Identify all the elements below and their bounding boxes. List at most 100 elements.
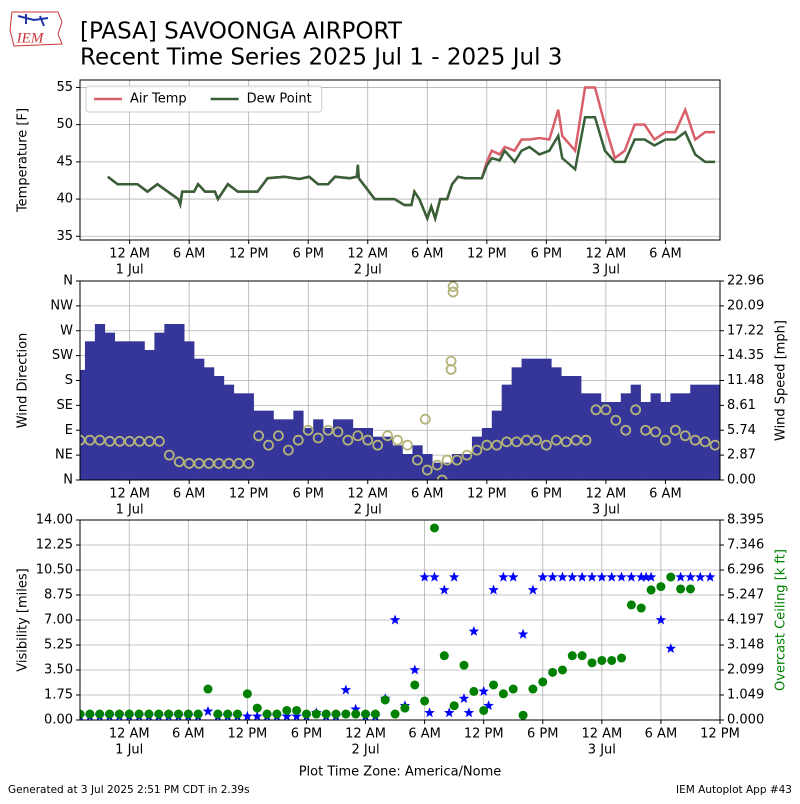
circle-marker (105, 709, 115, 719)
x-date-label: 2 Jul (351, 743, 379, 758)
x-tick-label: 12 PM (229, 247, 269, 262)
y-tick-label: N (63, 473, 73, 488)
bar (491, 410, 503, 480)
star-marker (527, 584, 539, 595)
circle-marker (80, 434, 86, 446)
circle-marker (380, 695, 390, 705)
circle-marker (640, 424, 651, 436)
bar (342, 419, 354, 480)
x-tick-label: 12 PM (464, 727, 504, 742)
bar (442, 462, 453, 480)
bar (273, 419, 284, 480)
y2-tick-label: 4.197 (727, 613, 764, 628)
bar (680, 393, 691, 480)
y2-tick-label: 14.35 (727, 348, 764, 363)
star-marker (478, 685, 489, 696)
x-tick-label: 6 PM (291, 727, 322, 742)
circle-marker (233, 709, 243, 719)
axes-frame (79, 519, 721, 721)
circle-marker (685, 584, 695, 594)
x-date-label: 3 Jul (592, 503, 620, 518)
star-marker (508, 571, 519, 582)
circle-marker (660, 434, 671, 446)
y-tick-label: 7.00 (44, 613, 73, 628)
y2-axis-label: Wind Speed [mph] (774, 320, 789, 441)
bar (571, 375, 582, 480)
circle-marker (580, 434, 592, 446)
x-date-label: 2 Jul (354, 263, 382, 278)
bar (372, 436, 383, 480)
x-tick-label: 12 AM (581, 727, 622, 742)
circle-marker (491, 439, 503, 451)
footer-left: Generated at 3 Jul 2025 2:51 PM CDT in 2… (8, 784, 250, 796)
circle-marker (243, 458, 255, 469)
circle-marker (203, 458, 215, 469)
circle-marker (610, 414, 622, 426)
plot-area (80, 523, 716, 720)
x-tick-label: 6 PM (292, 247, 323, 262)
bar (323, 427, 334, 480)
y2-tick-label: 2.099 (727, 662, 764, 677)
y-tick-label: 50 (56, 117, 73, 132)
y-axis-label: Temperature [F] (16, 108, 31, 213)
star-marker (350, 703, 361, 714)
circle-marker (436, 474, 448, 480)
bar (521, 358, 532, 480)
y2-tick-label: 11.48 (727, 373, 764, 388)
legend: Air Temp Dew Point (85, 85, 323, 113)
x-tick-label: 12 PM (467, 487, 507, 502)
x-axis-label: Plot Time Zone: America/Nome (299, 765, 502, 780)
star-marker (458, 693, 470, 704)
circle-marker (481, 439, 493, 451)
circle-marker (419, 413, 431, 425)
y-tick-label: 5.25 (44, 638, 73, 653)
y-axis-label: Visibility [miles] (16, 568, 31, 671)
axes-frame (79, 280, 721, 481)
circle-marker (600, 404, 612, 416)
bar (184, 341, 195, 480)
y2-tick-label: 8.395 (727, 513, 764, 528)
bar (600, 401, 612, 480)
x-date-label: 1 Jul (116, 263, 144, 278)
circle-marker (213, 458, 225, 469)
star-marker (448, 571, 460, 582)
circle-marker (489, 680, 499, 690)
x-tick-label: 12 AM (585, 487, 626, 502)
circle-marker (689, 434, 701, 446)
bar (660, 401, 671, 480)
bar (213, 375, 225, 480)
circle-marker (253, 430, 265, 442)
bar (104, 332, 116, 480)
title-line: Recent Time Series 2025 Jul 1 - 2025 Jul… (80, 45, 562, 71)
y-tick-label: 1.75 (44, 688, 73, 703)
circle-marker (331, 709, 341, 719)
logo: IEM (9, 11, 63, 47)
circle-marker (193, 458, 205, 469)
star-marker (291, 710, 302, 720)
x-tick-label: 12 AM (347, 247, 388, 262)
circle-marker (471, 444, 483, 456)
circle-marker (272, 709, 282, 719)
circle-marker (626, 600, 636, 610)
circle-marker (550, 434, 562, 446)
legend-label: Dew Point (247, 92, 312, 107)
circle-marker (263, 439, 274, 451)
circle-marker (498, 689, 508, 699)
star-marker (409, 664, 420, 675)
y-tick-label: N (63, 274, 73, 289)
bar (303, 427, 314, 480)
circle-marker (372, 439, 384, 451)
title-line: [PASA] SAVOONGA AIRPORT (80, 19, 403, 45)
circle-marker (630, 404, 642, 416)
circle-marker (80, 709, 85, 719)
x-tick-label: 6 AM (411, 487, 444, 502)
bar (670, 393, 681, 480)
circle-marker (429, 523, 439, 533)
panel: 12 AM 6 AM 12 PM 6 PM 12 AM 6 AM 12 PM 6 PM 12 A… (16, 274, 789, 518)
bar (382, 436, 393, 480)
circle-marker (252, 703, 262, 713)
y2-axis-label: Overcast Ceiling [k ft] (774, 549, 789, 691)
y-tick-label: S (65, 373, 73, 388)
x-tick-label: 12 AM (347, 487, 388, 502)
star-marker (645, 571, 657, 582)
